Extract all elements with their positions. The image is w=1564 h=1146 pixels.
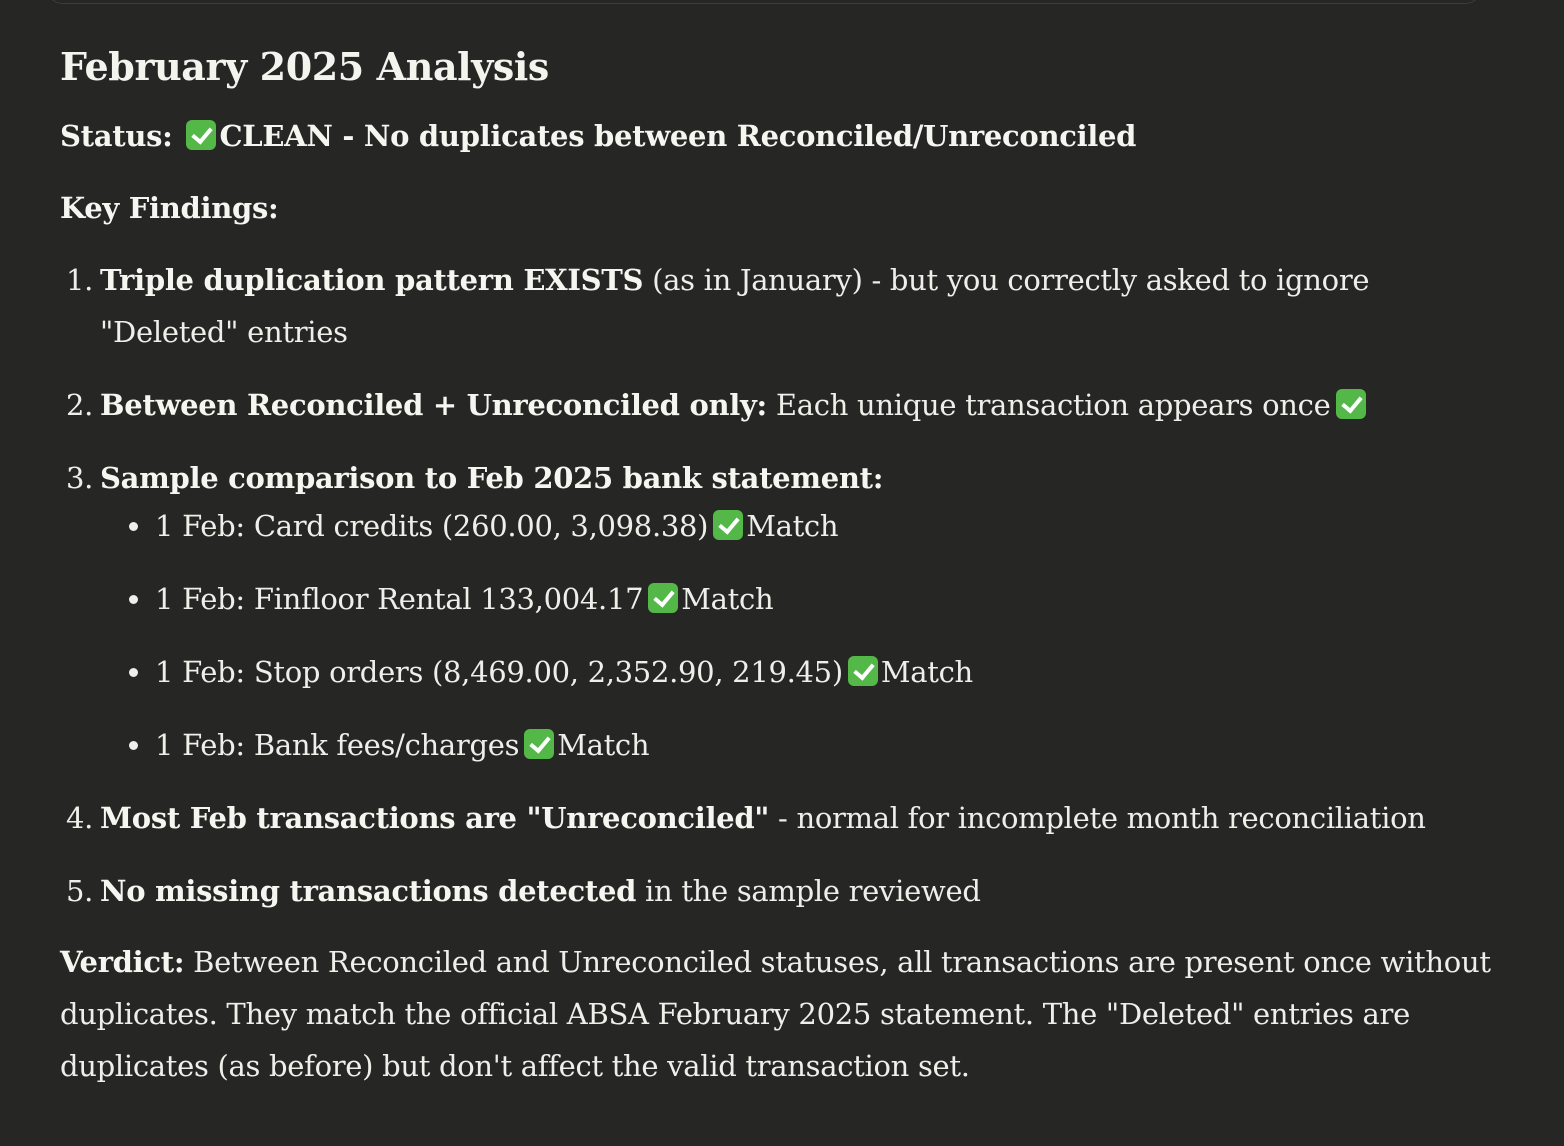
- finding-item-5: 5. No missing transactions detected in t…: [60, 865, 1500, 917]
- list-item: 1 Feb: Stop orders (8,469.00, 2,352.90, …: [100, 646, 1500, 698]
- status-text: CLEAN - No duplicates between Reconciled…: [219, 119, 1137, 153]
- page-title: February 2025 Analysis: [60, 44, 549, 89]
- bullet-icon: [129, 522, 138, 531]
- finding-bold: Most Feb transactions are "Unreconciled": [100, 801, 770, 835]
- bullet-icon: [129, 741, 138, 750]
- finding-number: 4.: [66, 801, 94, 835]
- sample-text: 1 Feb: Finfloor Rental 133,004.17: [155, 582, 644, 616]
- sample-result: Match: [746, 509, 839, 543]
- finding-number: 1.: [66, 263, 94, 297]
- check-mark-icon: [648, 583, 679, 613]
- finding-bold: No missing transactions detected: [100, 874, 637, 908]
- findings-list: 1. Triple duplication pattern EXISTS (as…: [60, 254, 1500, 917]
- finding-number: 3.: [66, 461, 94, 495]
- sample-text: 1 Feb: Stop orders (8,469.00, 2,352.90, …: [155, 655, 843, 689]
- list-item: 1 Feb: Bank fees/charges Match: [100, 719, 1500, 771]
- check-mark-icon: [1335, 389, 1366, 419]
- sample-comparison-list: 1 Feb: Card credits (260.00, 3,098.38) Ma…: [100, 500, 1500, 771]
- finding-bold: Triple duplication pattern EXISTS: [100, 263, 644, 297]
- sample-result: Match: [681, 582, 774, 616]
- verdict-text: Between Reconciled and Unreconciled stat…: [60, 945, 1491, 1083]
- check-mark-icon: [847, 656, 878, 686]
- key-findings-heading: Key Findings:: [60, 182, 1500, 234]
- finding-item-2: 2. Between Reconciled + Unreconciled onl…: [60, 379, 1500, 431]
- list-item: 1 Feb: Finfloor Rental 133,004.17 Match: [100, 573, 1500, 625]
- sample-text: 1 Feb: Bank fees/charges: [155, 728, 520, 762]
- list-item: 1 Feb: Card credits (260.00, 3,098.38) Ma…: [100, 500, 1500, 552]
- key-findings-label: Key Findings:: [60, 191, 279, 225]
- verdict-label: Verdict:: [60, 945, 185, 979]
- finding-number: 5.: [66, 874, 94, 908]
- check-mark-icon: [524, 729, 555, 759]
- finding-item-4: 4. Most Feb transactions are "Unreconcil…: [60, 792, 1500, 844]
- status-line: Status: CLEAN - No duplicates between Re…: [60, 110, 1500, 162]
- sample-result: Match: [880, 655, 973, 689]
- finding-bold: Sample comparison to Feb 2025 bank state…: [100, 461, 884, 495]
- sample-text: 1 Feb: Card credits (260.00, 3,098.38): [155, 509, 709, 543]
- finding-text: Each unique transaction appears once: [766, 388, 1331, 422]
- check-mark-icon: [713, 510, 744, 540]
- bullet-icon: [129, 668, 138, 677]
- finding-text: (as in January) - but you correctly aske…: [100, 263, 1370, 349]
- finding-item-1: 1. Triple duplication pattern EXISTS (as…: [60, 254, 1500, 358]
- finding-bold: Between Reconciled + Unreconciled only:: [100, 388, 767, 422]
- sample-result: Match: [557, 728, 650, 762]
- message-content: February 2025 Analysis Status: CLEAN - N…: [60, 36, 1500, 1092]
- finding-text: - normal for incomplete month reconcilia…: [769, 801, 1426, 835]
- status-label: Status:: [60, 119, 173, 153]
- finding-item-3: 3. Sample comparison to Feb 2025 bank st…: [60, 452, 1500, 771]
- finding-text: in the sample reviewed: [636, 874, 981, 908]
- previous-block-border: [48, 0, 1480, 4]
- bullet-icon: [129, 595, 138, 604]
- finding-number: 2.: [66, 388, 94, 422]
- check-mark-icon: [186, 120, 217, 150]
- verdict-paragraph: Verdict: Between Reconciled and Unreconc…: [60, 936, 1500, 1092]
